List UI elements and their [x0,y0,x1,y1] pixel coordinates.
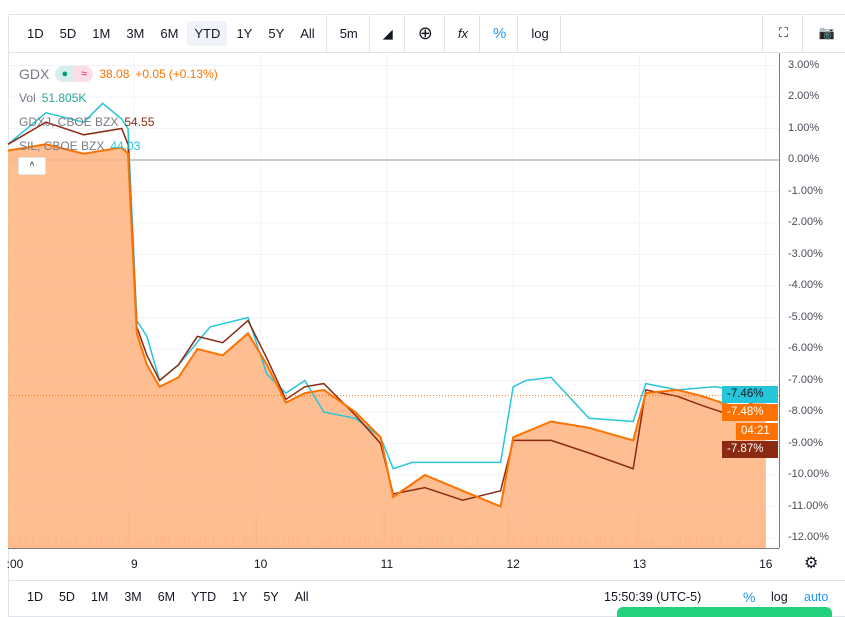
range-3m[interactable]: 3M [126,26,145,41]
last-value-label-gdxj: -7.87% [722,441,778,458]
range-5d[interactable]: 5D [59,26,77,41]
last-value-label-sil: -7.46% [722,386,778,403]
log-scale-button[interactable]: log [771,589,788,604]
volume-value: 51.805K [41,91,87,105]
compare-sil-value: 44.03 [110,139,141,153]
x-tick-label: 16 [759,557,773,571]
percent-button[interactable]: % [492,25,507,42]
bottom-range-1d[interactable]: 1D [27,589,43,604]
bottom-range-1m[interactable]: 1M [90,589,109,604]
range-1m[interactable]: 1M [92,26,111,41]
bottom-range-5d[interactable]: 5D [58,589,75,604]
last-value-label-gdx: -7.48% [722,404,778,421]
y-tick-label: -8.00% [788,405,823,417]
series-line-sil [7,102,766,470]
y-tick-label: -4.00% [788,279,823,291]
y-tick-label: 2.00% [788,90,820,102]
x-tick-label: 12 [506,557,520,571]
collapse-legend-button[interactable]: ^ [18,157,46,175]
bottom-range-1y[interactable]: 1Y [232,589,248,604]
range-all[interactable]: All [300,26,315,41]
y-tick-label: -12.00% [788,531,829,543]
bottom-range-ytd[interactable]: YTD [191,589,217,604]
area-chart-icon[interactable]: ◢ [382,25,393,41]
bottom-range-5y[interactable]: 5Y [263,589,279,604]
x-tick-label: 11 [380,557,394,571]
x-tick-label: :00 [6,557,24,571]
percent-scale-button[interactable]: % [743,588,756,605]
fx-icon[interactable]: fx [457,26,468,41]
range-ytd[interactable]: YTD [187,21,228,46]
range-5y[interactable]: 5Y [268,26,285,41]
range-6m[interactable]: 6M [160,26,179,41]
y-tick-label: -2.00% [788,216,823,228]
bottom-toolbar: 1D 5D 1M 3M 6M YTD 1Y 5Y All 15:50:39 (UTC-5) % … [8,580,845,612]
volume-label: Vol [19,91,36,105]
compare-gdxj-value: 54.55 [124,115,155,129]
symbol-name: GDX [19,66,50,82]
price-axis[interactable]: 3.00% 2.00% 1.00% 0.00% -1.00% -2.00% -3.00% -4… [779,53,845,548]
bar-countdown: 04:21 [736,423,778,440]
range-1d[interactable]: 1D [27,26,44,41]
auto-scale-button[interactable]: auto [804,589,829,604]
camera-icon[interactable]: 📷 [818,25,835,40]
y-tick-label: 0.00% [788,153,820,165]
time-axis[interactable]: :00 9 10 11 12 13 16 [6,548,779,578]
compare-sil-name: SIL, CBOE BZX [19,139,105,153]
compare-gdxj-name: GDXJ, CBOE BZX [19,115,119,129]
price-change: +0.05 [135,67,166,81]
x-tick-label: 13 [632,557,647,571]
y-tick-label: 3.00% [788,58,820,71]
y-tick-label: -6.00% [788,342,823,354]
y-tick-label: -7.00% [788,373,823,386]
price: 38.08 [99,67,130,81]
price-change-pct: (+0.13%) [168,67,218,81]
x-tick-label: 10 [253,557,268,571]
y-tick-label: -9.00% [788,436,823,449]
settings-gear-icon[interactable]: ⚙ [804,555,819,572]
add-circle-icon[interactable]: ⊕ [417,23,433,43]
y-tick-label: 1.00% [788,121,820,134]
y-tick-label: -10.00% [788,468,829,480]
y-tick-label: -1.00% [788,184,823,197]
gdx-area [8,144,766,549]
series-line-gdx [7,143,767,508]
notification-bar[interactable] [617,607,832,617]
bottom-range-all[interactable]: All [294,589,309,604]
top-toolbar: 1D 5D 1M 3M 6M YTD 1Y 5Y All 5m ◢ ⊕ fx % log ⛶ 📷 [8,14,845,53]
y-tick-label: -3.00% [788,247,823,260]
fullscreen-icon[interactable]: ⛶ [778,25,788,40]
y-tick-label: -11.00% [788,499,829,512]
legend: GDX ● ≈ 38.08 +0.05 (+0.13%) Vol 51.805K G… [19,62,218,158]
bottom-range-3m[interactable]: 3M [124,589,142,604]
y-tick-label: -5.00% [788,310,823,323]
bottom-range-6m[interactable]: 6M [157,589,176,604]
x-tick-label: 9 [130,557,138,571]
range-1y[interactable]: 1Y [236,26,253,41]
log-button[interactable]: log [531,26,549,41]
symbol-status-pill: ● ≈ [55,66,94,82]
timezone-clock[interactable]: 15:50:39 (UTC-5) [604,589,702,604]
interval-button[interactable]: 5m [339,26,358,41]
